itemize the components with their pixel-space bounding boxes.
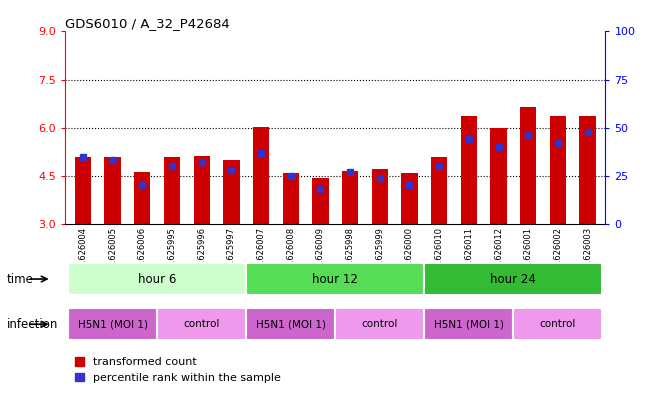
Bar [283,173,299,224]
Text: time: time [7,272,33,286]
Bar [342,171,358,224]
Text: GDS6010 / A_32_P42684: GDS6010 / A_32_P42684 [65,17,230,30]
Bar [253,127,270,224]
Bar [579,116,596,224]
Bar [514,308,602,340]
Text: H5N1 (MOI 1): H5N1 (MOI 1) [77,319,148,329]
Bar [246,263,424,295]
Text: infection: infection [7,318,58,331]
Bar [75,156,91,224]
Bar [335,308,424,340]
Bar [372,169,388,224]
Text: hour 6: hour 6 [138,272,176,286]
Bar [401,173,418,224]
Text: control: control [361,319,398,329]
Bar [424,263,602,295]
Bar [193,156,210,224]
Bar [312,178,329,224]
Bar [157,308,246,340]
Text: H5N1 (MOI 1): H5N1 (MOI 1) [256,319,326,329]
Bar [68,308,157,340]
Bar [164,157,180,224]
Bar [223,160,240,224]
Legend: transformed count, percentile rank within the sample: transformed count, percentile rank withi… [71,353,285,387]
Text: control: control [540,319,576,329]
Bar [549,116,566,224]
Text: H5N1 (MOI 1): H5N1 (MOI 1) [434,319,504,329]
Bar [134,172,150,224]
Text: hour 24: hour 24 [490,272,536,286]
Bar [461,116,477,224]
Text: hour 12: hour 12 [312,272,358,286]
Bar [520,107,536,224]
Text: control: control [184,319,220,329]
Bar [104,156,121,224]
Bar [68,263,246,295]
Bar [424,308,514,340]
Bar [431,156,447,224]
Bar [490,129,506,224]
Bar [246,308,335,340]
